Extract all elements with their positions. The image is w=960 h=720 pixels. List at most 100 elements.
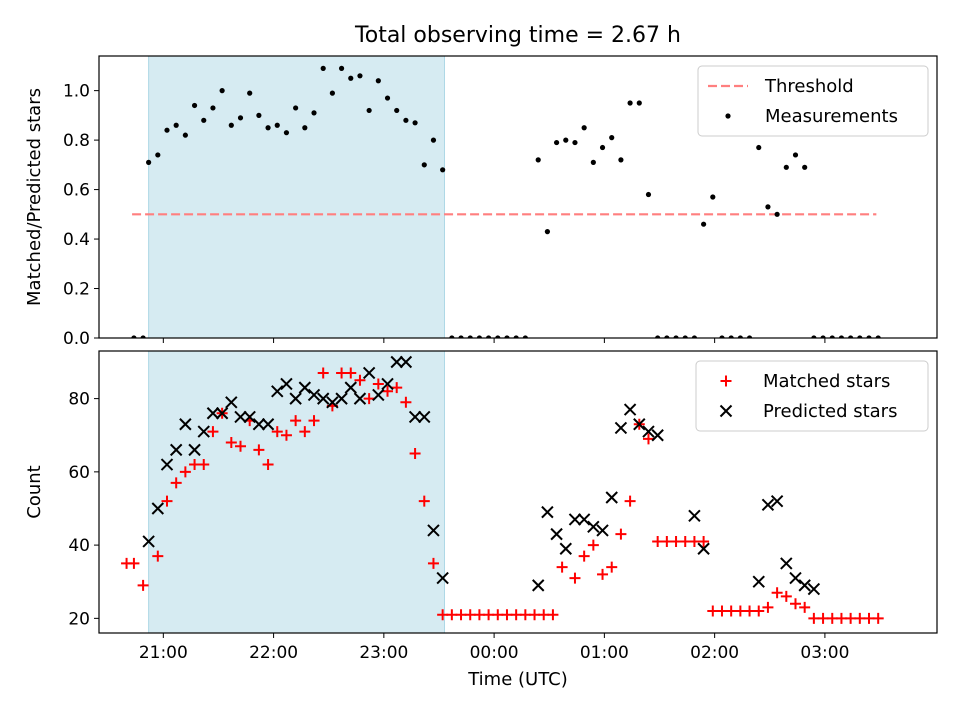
matched-star-point: [817, 612, 829, 624]
measurement-point: [599, 144, 606, 151]
x-tick-label: 00:00: [470, 643, 519, 663]
predicted-star-point: [633, 418, 646, 431]
measurement-point: [765, 204, 771, 210]
matched-star-point: [872, 612, 884, 624]
predicted-star-point: [399, 355, 413, 369]
matched-star-point: [363, 393, 375, 405]
predicted-star-point: [188, 443, 201, 457]
measurement-point: [311, 110, 317, 116]
matched-star-point: [253, 444, 265, 456]
predicted-star-point: [234, 410, 247, 424]
measurement-point: [673, 335, 679, 338]
measurement-point: [811, 335, 817, 338]
matched-star-point: [725, 605, 737, 617]
predicted-star-point: [215, 407, 229, 420]
legend-box: [695, 360, 929, 432]
measurement-point: [820, 335, 826, 338]
matched-star-point: [753, 605, 765, 617]
y-tick-label: 60: [68, 463, 90, 483]
matched-star-point: [744, 605, 756, 617]
measurement-point: [320, 65, 326, 71]
measurement-point: [329, 90, 335, 96]
x-tick-label: 03:00: [800, 643, 849, 663]
y-tick-label: 1.0: [63, 82, 90, 102]
measurement-point: [430, 137, 437, 143]
predicted-star-point: [807, 582, 821, 596]
legend-label: Threshold: [764, 76, 854, 97]
predicted-star-point: [605, 491, 618, 504]
matched-star-point: [427, 557, 439, 569]
predicted-star-point: [697, 542, 710, 555]
measurement-point: [866, 335, 872, 338]
axes-frame: [98, 55, 938, 339]
predicted-star-point: [408, 410, 422, 424]
matched-star-point: [556, 561, 568, 573]
predicted-star-point: [151, 502, 165, 515]
measurement-point: [375, 78, 381, 84]
legend-measurement-swatch: [725, 113, 731, 119]
matched-star-point: [225, 437, 237, 449]
matched-star-point: [734, 605, 746, 617]
measurement-point: [783, 164, 789, 170]
matched-star-point: [152, 550, 164, 562]
measurement-point: [384, 95, 391, 101]
matched-star-point: [446, 609, 458, 621]
matched-star-point: [771, 587, 783, 599]
matched-star-point: [698, 535, 710, 547]
measurement-point: [838, 335, 845, 338]
measurement-point: [664, 335, 670, 338]
predicted-star-point: [142, 535, 155, 548]
measurement-point: [247, 90, 253, 96]
predicted-star-point: [532, 579, 545, 592]
measurement-point: [440, 167, 446, 173]
matched-star-point: [826, 612, 838, 624]
matched-star-point: [271, 426, 283, 438]
legend-predicted-swatch: [719, 404, 733, 418]
predicted-star-point: [596, 524, 609, 537]
x-tick-label: 21:00: [139, 643, 188, 663]
predicted-star-point: [761, 498, 775, 512]
matched-star-point: [473, 609, 485, 621]
measurement-point: [719, 335, 725, 338]
measurement-point: [710, 194, 716, 200]
bottom-panel: 20 40 60 80 21:00 22:00 23:00 00:00 01:00 02:00 03…: [24, 350, 938, 690]
matched-star-point: [161, 495, 173, 507]
matched-star-point: [762, 601, 774, 613]
measurement-point: [394, 107, 400, 114]
legend-box: [697, 65, 929, 137]
series-predicted-stars: [142, 355, 821, 596]
y-tick-label: 0.2: [63, 280, 90, 300]
axes-frame: [98, 350, 938, 634]
predicted-star-point: [372, 388, 385, 402]
measurement-point: [618, 157, 624, 163]
measurement-point: [875, 335, 881, 338]
measurement-point: [728, 335, 734, 338]
measurement-point: [155, 152, 161, 158]
series-matched-stars: [121, 367, 884, 624]
matched-star-point: [198, 459, 210, 471]
predicted-star-point: [780, 557, 793, 570]
predicted-star-point: [559, 542, 572, 555]
matched-star-point: [688, 535, 700, 547]
measurement-point: [682, 335, 688, 338]
predicted-star-point: [436, 571, 449, 585]
measurement-point: [627, 100, 633, 106]
predicted-star-point: [271, 385, 284, 398]
measurement-point: [458, 335, 464, 338]
matched-star-point: [391, 382, 403, 394]
y-tick-label: 20: [68, 609, 90, 629]
predicted-star-point: [225, 396, 238, 409]
legend-label: Matched stars: [763, 371, 890, 392]
matched-star-point: [437, 609, 449, 621]
measurement-point: [228, 122, 234, 128]
predicted-star-point: [550, 527, 563, 541]
y-tick-label: 40: [68, 536, 90, 556]
predicted-star-point: [252, 418, 266, 431]
measurement-point: [590, 159, 596, 165]
matched-star-point: [308, 415, 320, 427]
measurement-point: [691, 335, 698, 338]
matched-star-point: [464, 609, 476, 621]
measurement-point: [535, 157, 541, 163]
measurement-point: [191, 102, 198, 109]
